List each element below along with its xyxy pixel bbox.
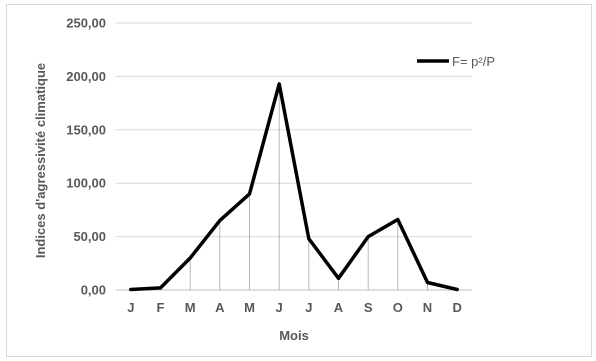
drop-lines [130, 83, 458, 290]
series-group [129, 82, 459, 292]
x-tick-label: S [364, 300, 373, 315]
legend: F= p²/P [417, 54, 495, 69]
x-axis-title: Mois [279, 328, 309, 343]
y-axis-title: Indices d'agressivité climatique [33, 63, 48, 258]
x-tick-label: N [423, 300, 432, 315]
legend-label: F= p²/P [452, 54, 495, 69]
x-tick-label: F [157, 300, 165, 315]
x-tick-label: J [276, 300, 283, 315]
x-tick-label: A [215, 300, 225, 315]
x-tick-label: O [393, 300, 403, 315]
series-line [129, 82, 459, 292]
y-tick-label: 0,00 [81, 283, 106, 298]
x-tick-label: M [185, 300, 196, 315]
y-axis-ticks: 0,00 50,00 100,00 150,00 200,00 250,00 [66, 16, 106, 298]
y-tick-label: 50,00 [73, 229, 106, 244]
x-tick-label: J [305, 300, 312, 315]
y-tick-label: 200,00 [66, 69, 106, 84]
x-tick-label: D [452, 300, 461, 315]
x-tick-label: M [244, 300, 255, 315]
y-tick-label: 250,00 [66, 16, 106, 31]
x-tick-label: A [334, 300, 344, 315]
x-tick-label: J [127, 300, 134, 315]
y-tick-label: 150,00 [66, 122, 106, 137]
y-tick-label: 100,00 [66, 176, 106, 191]
grid-lines [116, 22, 472, 291]
